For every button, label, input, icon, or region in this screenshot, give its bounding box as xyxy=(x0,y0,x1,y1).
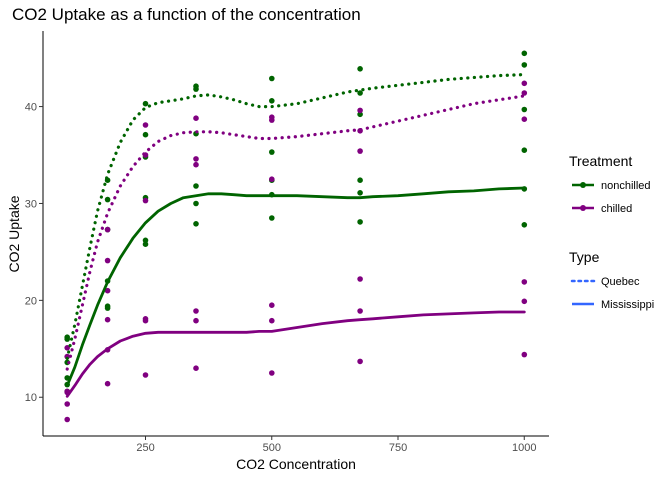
data-point-nonchilled xyxy=(269,75,275,82)
data-point-nonchilled xyxy=(521,50,528,57)
x-tick-label: 250 xyxy=(136,442,154,454)
data-point-nonchilled xyxy=(357,177,363,183)
data-point-chilled xyxy=(142,317,149,324)
data-point-chilled xyxy=(357,276,363,282)
data-point-chilled xyxy=(104,257,111,264)
legend-treatment: Treatment nonchilled chilled xyxy=(569,153,651,215)
legend-type-title: Type xyxy=(569,249,600,265)
data-point-nonchilled xyxy=(521,106,528,113)
data-point-chilled xyxy=(521,298,528,305)
data-point-chilled xyxy=(521,279,528,285)
data-point-nonchilled xyxy=(64,334,70,341)
data-point-chilled xyxy=(357,358,363,365)
data-point-nonchilled xyxy=(193,183,199,189)
trend-line-nonchilled-mississippi xyxy=(65,186,526,387)
legend-chilled-key-point xyxy=(580,205,586,211)
chart-title: CO2 Uptake as a function of the concentr… xyxy=(12,5,361,24)
data-point-nonchilled xyxy=(357,90,363,96)
data-point-nonchilled xyxy=(142,131,149,138)
y-tick-label: 40 xyxy=(25,102,37,114)
data-point-chilled xyxy=(269,370,275,376)
data-point-chilled xyxy=(357,308,363,314)
x-tick-label: 1000 xyxy=(512,442,536,454)
x-tick-label: 750 xyxy=(389,442,407,454)
data-point-chilled xyxy=(104,226,111,233)
data-point-chilled xyxy=(104,380,111,387)
data-point-nonchilled xyxy=(521,147,528,153)
plot-area xyxy=(64,50,528,423)
data-point-chilled xyxy=(521,80,528,87)
data-point-nonchilled xyxy=(269,98,275,104)
data-point-nonchilled xyxy=(269,149,275,155)
x-tick-label: 500 xyxy=(263,442,281,454)
data-point-chilled xyxy=(142,372,149,378)
data-point-nonchilled xyxy=(193,83,199,89)
data-point-nonchilled xyxy=(104,196,111,203)
legend-chilled-label: chilled xyxy=(601,203,632,215)
x-axis-ticks: 250 500 750 1000 xyxy=(136,436,536,454)
data-point-chilled xyxy=(193,317,199,324)
data-point-chilled xyxy=(104,287,111,294)
data-point-chilled xyxy=(193,156,199,162)
data-point-chilled xyxy=(64,401,70,407)
data-point-chilled xyxy=(269,176,275,182)
data-point-chilled xyxy=(64,416,70,423)
data-point-chilled xyxy=(104,316,111,323)
y-tick-label: 20 xyxy=(25,295,37,307)
data-point-chilled xyxy=(521,90,528,96)
data-point-chilled xyxy=(357,148,363,154)
data-point-nonchilled xyxy=(357,190,363,196)
data-point-nonchilled xyxy=(521,62,528,68)
trend-line-nonchilled-quebec xyxy=(65,73,526,361)
data-point-chilled xyxy=(142,197,149,204)
data-point-nonchilled xyxy=(521,222,528,228)
data-point-chilled xyxy=(142,122,149,128)
legend-type: Type Quebec Mississippi xyxy=(569,249,654,311)
legend-treatment-title: Treatment xyxy=(569,153,632,169)
data-point-nonchilled xyxy=(357,66,363,72)
legend-mississippi-label: Mississippi xyxy=(601,299,654,311)
data-point-chilled xyxy=(521,351,528,358)
x-axis-title: CO2 Concentration xyxy=(236,456,356,472)
data-point-chilled xyxy=(269,317,275,324)
data-point-chilled xyxy=(193,161,199,168)
data-point-chilled xyxy=(193,308,199,314)
y-axis-title: CO2 Uptake xyxy=(6,195,22,272)
data-point-chilled xyxy=(64,345,70,351)
data-point-chilled xyxy=(357,107,363,114)
data-point-chilled xyxy=(193,365,199,372)
data-point-nonchilled xyxy=(142,100,149,107)
data-point-nonchilled xyxy=(269,215,275,221)
data-point-nonchilled xyxy=(193,200,199,207)
y-axis-ticks: 10 20 30 40 xyxy=(25,102,43,404)
data-point-nonchilled xyxy=(142,237,149,244)
data-point-nonchilled xyxy=(357,219,363,225)
data-point-nonchilled xyxy=(193,221,199,227)
y-tick-label: 30 xyxy=(25,198,37,210)
y-tick-label: 10 xyxy=(25,392,37,404)
data-point-nonchilled xyxy=(357,111,363,118)
data-point-nonchilled xyxy=(104,305,111,311)
data-point-chilled xyxy=(521,116,528,122)
data-point-chilled xyxy=(193,115,199,121)
data-point-nonchilled xyxy=(142,241,149,247)
legend-nonchilled-label: nonchilled xyxy=(601,180,651,192)
data-point-chilled xyxy=(269,114,275,120)
legend-quebec-label: Quebec xyxy=(601,276,640,288)
legend-nonchilled-key-point xyxy=(580,182,586,188)
trend-line-chilled-mississippi xyxy=(65,310,526,398)
data-point-chilled xyxy=(269,302,275,309)
